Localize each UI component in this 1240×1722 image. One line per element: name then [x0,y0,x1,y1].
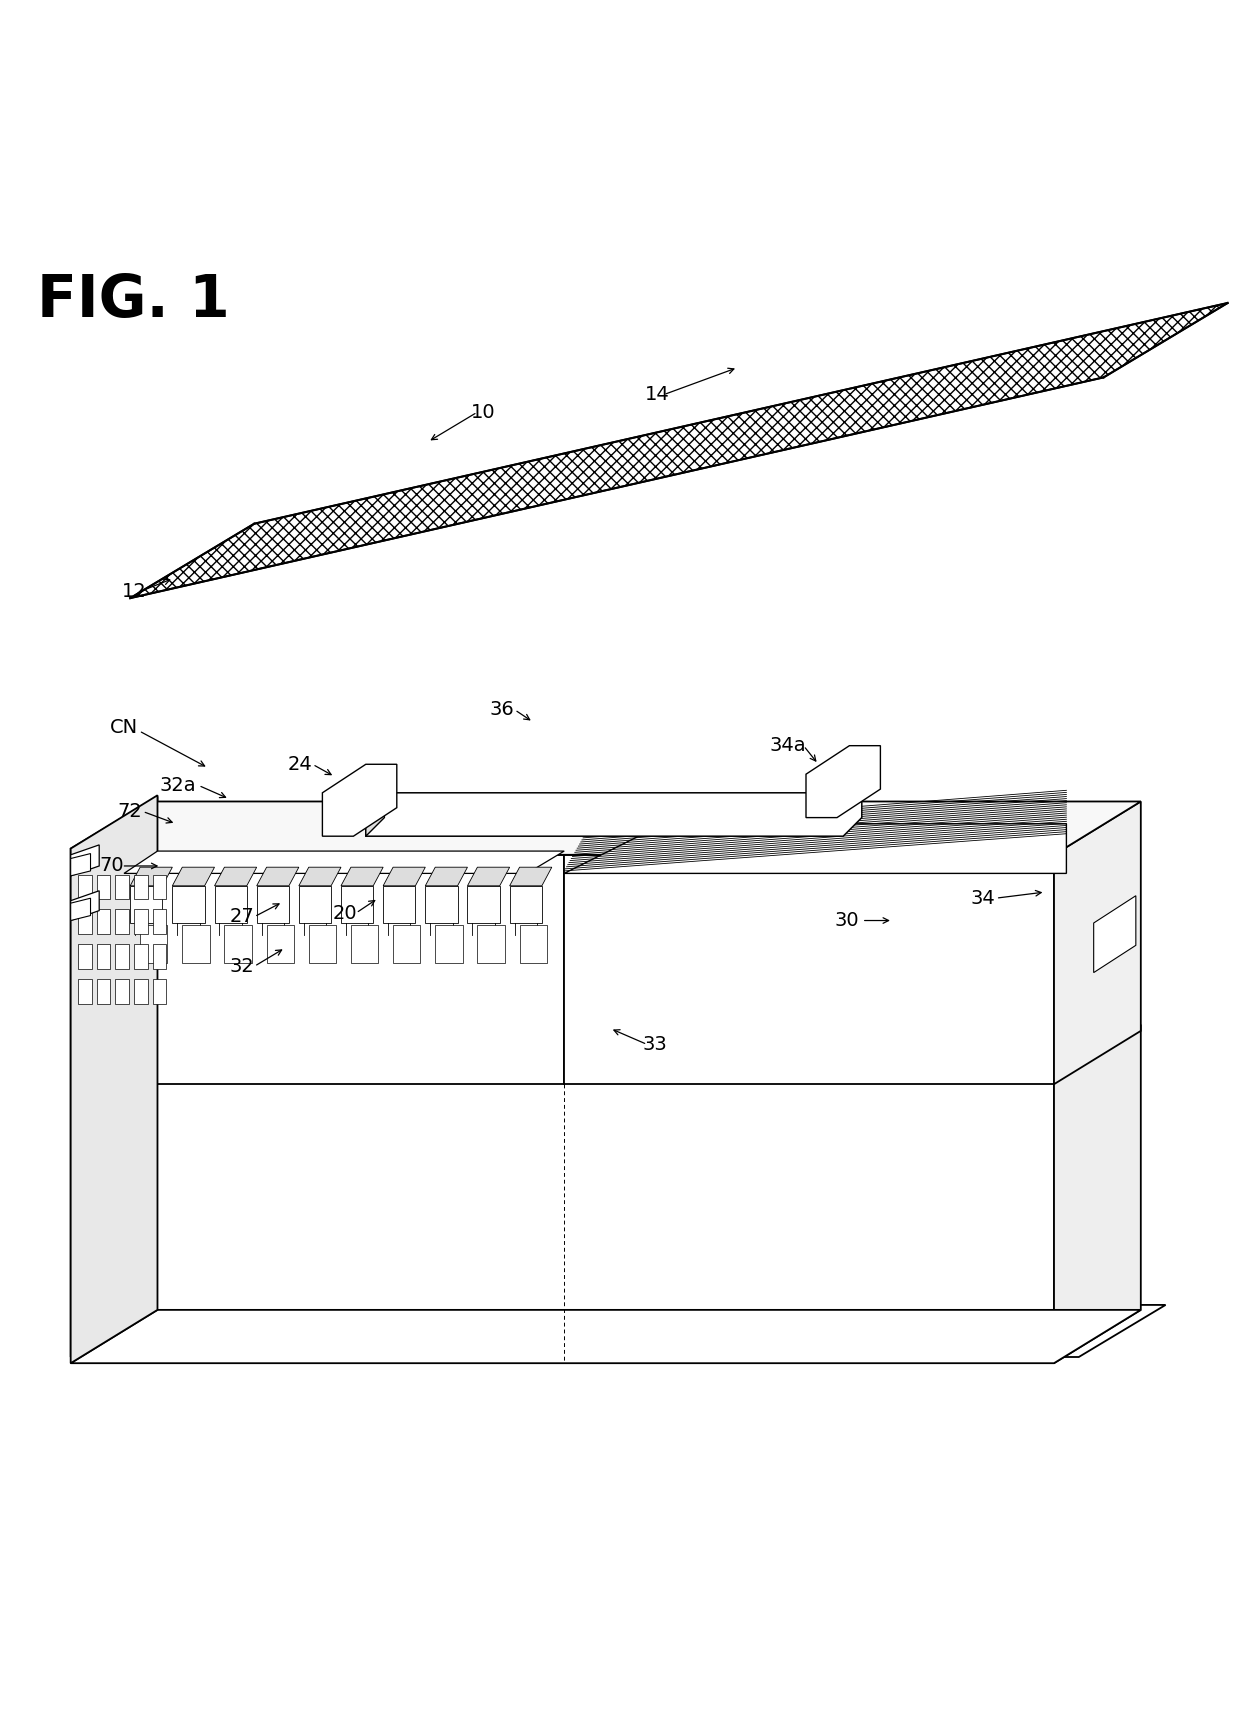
Text: 30: 30 [835,911,859,930]
Polygon shape [115,875,129,899]
Polygon shape [71,899,91,921]
Polygon shape [182,925,210,963]
Polygon shape [322,765,397,837]
Text: 72: 72 [118,802,143,821]
Polygon shape [1054,801,1141,1085]
Polygon shape [564,823,1066,873]
Polygon shape [71,1310,1141,1364]
Polygon shape [78,875,92,899]
Polygon shape [467,885,500,923]
Text: 12: 12 [122,582,146,601]
Polygon shape [520,925,547,963]
Polygon shape [477,925,505,963]
Polygon shape [366,792,384,837]
Polygon shape [172,885,205,923]
Polygon shape [71,846,99,876]
Polygon shape [97,944,110,969]
Polygon shape [383,885,415,923]
Polygon shape [153,875,166,899]
Polygon shape [78,909,92,933]
Polygon shape [215,868,257,885]
Polygon shape [71,797,157,1357]
Polygon shape [257,885,289,923]
Polygon shape [115,909,129,933]
Polygon shape [71,1078,1054,1364]
Polygon shape [224,925,252,963]
Text: 14: 14 [645,386,670,405]
Text: FIG. 1: FIG. 1 [37,272,229,329]
Polygon shape [130,868,172,885]
Polygon shape [435,925,463,963]
Text: 34: 34 [971,889,996,907]
Text: 33: 33 [642,1035,667,1054]
Polygon shape [134,978,148,1004]
Polygon shape [366,792,862,837]
Text: 34a: 34a [769,737,806,756]
Polygon shape [97,909,110,933]
Polygon shape [383,868,425,885]
Text: 36: 36 [490,701,515,720]
Polygon shape [425,885,458,923]
Polygon shape [341,868,383,885]
Polygon shape [130,303,1228,598]
Polygon shape [71,890,99,921]
Polygon shape [1054,1025,1141,1364]
Text: 24: 24 [288,754,312,773]
Polygon shape [78,944,92,969]
Polygon shape [267,925,294,963]
Text: 32a: 32a [159,777,196,796]
Text: 10: 10 [471,403,496,422]
Polygon shape [425,868,467,885]
Polygon shape [257,868,299,885]
Polygon shape [153,944,166,969]
Polygon shape [351,925,378,963]
Polygon shape [172,868,215,885]
Polygon shape [130,885,162,923]
Polygon shape [71,1305,1166,1357]
Polygon shape [153,978,166,1004]
Polygon shape [124,851,564,873]
Polygon shape [299,868,341,885]
Polygon shape [510,868,552,885]
Polygon shape [71,796,157,1364]
Polygon shape [134,875,148,899]
Text: CN: CN [110,718,138,737]
Text: 32: 32 [229,957,254,976]
Polygon shape [71,854,91,876]
Polygon shape [115,978,129,1004]
Text: 27: 27 [229,907,254,926]
Polygon shape [467,868,510,885]
Polygon shape [134,944,148,969]
Polygon shape [78,978,92,1004]
Polygon shape [341,885,373,923]
Polygon shape [309,925,336,963]
Polygon shape [299,885,331,923]
Polygon shape [1094,895,1136,973]
Polygon shape [97,978,110,1004]
Polygon shape [115,944,129,969]
Text: 20: 20 [332,904,357,923]
Polygon shape [71,854,564,1085]
Polygon shape [215,885,247,923]
Polygon shape [510,885,542,923]
Polygon shape [393,925,420,963]
Polygon shape [97,875,110,899]
Polygon shape [71,801,1141,854]
Polygon shape [134,909,148,933]
Text: 70: 70 [99,856,124,875]
Polygon shape [564,854,1054,1085]
Polygon shape [140,925,167,963]
Polygon shape [153,909,166,933]
Polygon shape [806,746,880,818]
